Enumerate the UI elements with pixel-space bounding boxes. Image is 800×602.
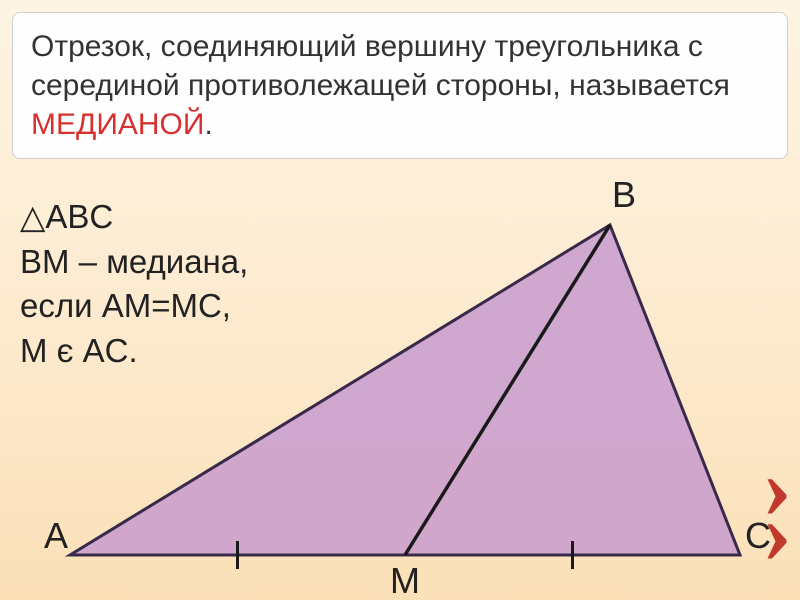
vertex-label-a: A [44,515,68,557]
definition-period: . [204,108,212,141]
vertex-label-m: M [390,560,420,602]
definition-text: Отрезок, соединяющий вершину треугольник… [31,30,730,102]
content-line-2: BM – медиана, [20,240,248,285]
definition-box: Отрезок, соединяющий вершину треугольник… [12,12,788,159]
definition-highlight: МЕДИАНОЙ [31,108,204,141]
content-line-4: M є AC. [20,329,248,374]
content-line-1: △ABC [20,195,248,240]
vertex-label-b: B [612,174,636,216]
content-line-3: если AM=MC, [20,284,248,329]
slide-bracket-icon: ›› [762,465,792,555]
content-text: △ABC BM – медиана, если AM=MC, M є AC. [20,195,248,373]
